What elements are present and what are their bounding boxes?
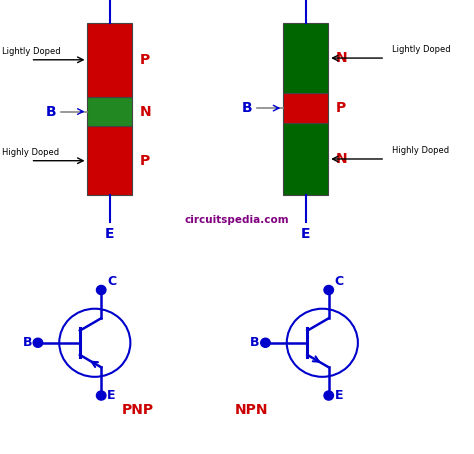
Bar — [87, 126, 132, 195]
Circle shape — [324, 391, 333, 400]
Text: C: C — [107, 275, 116, 288]
Circle shape — [97, 286, 106, 295]
Text: N: N — [336, 51, 347, 65]
Bar — [87, 97, 132, 126]
Text: B: B — [250, 336, 260, 349]
Circle shape — [33, 338, 43, 347]
Bar — [283, 123, 328, 195]
Text: N: N — [139, 104, 151, 118]
Circle shape — [324, 286, 333, 295]
Text: E: E — [107, 389, 115, 402]
Text: Highly Doped: Highly Doped — [2, 148, 60, 157]
Bar — [283, 94, 328, 123]
Text: Lightly Doped: Lightly Doped — [392, 45, 451, 54]
Text: Highly Doped: Highly Doped — [392, 146, 449, 155]
Circle shape — [261, 338, 270, 347]
Bar — [283, 23, 328, 94]
Text: circuitspedia.com: circuitspedia.com — [185, 215, 289, 225]
Text: E: E — [105, 227, 115, 241]
Text: C: C — [334, 275, 344, 288]
Text: P: P — [336, 101, 346, 115]
Text: B: B — [23, 336, 32, 349]
Text: B: B — [242, 101, 252, 115]
Text: E: E — [334, 389, 343, 402]
Text: Lightly Doped: Lightly Doped — [2, 47, 61, 56]
Text: P: P — [139, 154, 150, 168]
Bar — [87, 23, 132, 97]
Circle shape — [97, 391, 106, 400]
Text: E: E — [301, 227, 310, 241]
Text: NPN: NPN — [235, 403, 268, 417]
Text: B: B — [46, 104, 57, 118]
Text: N: N — [336, 152, 347, 166]
Text: P: P — [139, 53, 150, 67]
Text: PNP: PNP — [121, 403, 154, 417]
